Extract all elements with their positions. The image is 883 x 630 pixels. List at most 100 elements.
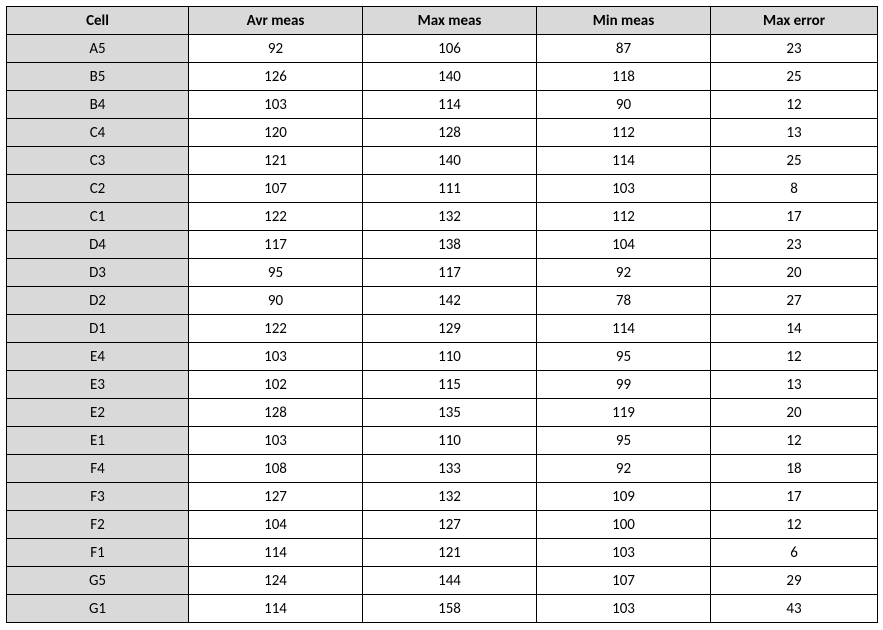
- cell-value: 132: [363, 203, 537, 231]
- cell-value: 104: [189, 511, 363, 539]
- cell-value: 127: [189, 483, 363, 511]
- cell-value: 119: [537, 399, 711, 427]
- cell-value: 127: [363, 511, 537, 539]
- cell-value: 92: [189, 35, 363, 63]
- cell-value: 118: [537, 63, 711, 91]
- cell-value: 104: [537, 231, 711, 259]
- col-header-avr-meas: Avr meas: [189, 7, 363, 35]
- cell-value: 103: [189, 91, 363, 119]
- row-label: F4: [7, 455, 189, 483]
- table-row: F210412710012: [7, 511, 878, 539]
- cell-value: 95: [537, 427, 711, 455]
- cell-value: 129: [363, 315, 537, 343]
- cell-value: 95: [189, 259, 363, 287]
- table-row: D112212911414: [7, 315, 878, 343]
- cell-value: 20: [711, 399, 878, 427]
- cell-value: 43: [711, 595, 878, 623]
- table-row: F11141211036: [7, 539, 878, 567]
- cell-value: 132: [363, 483, 537, 511]
- cell-value: 122: [189, 203, 363, 231]
- row-label: E4: [7, 343, 189, 371]
- cell-value: 122: [189, 315, 363, 343]
- cell-value: 117: [363, 259, 537, 287]
- table-row: B512614011825: [7, 63, 878, 91]
- cell-value: 121: [189, 147, 363, 175]
- table-row: E31021159913: [7, 371, 878, 399]
- row-label: F1: [7, 539, 189, 567]
- cell-value: 20: [711, 259, 878, 287]
- row-label: B5: [7, 63, 189, 91]
- row-label: F3: [7, 483, 189, 511]
- cell-value: 12: [711, 427, 878, 455]
- table-body: A5921068723 B512614011825 B41031149012 C…: [7, 35, 878, 623]
- cell-value: 140: [363, 147, 537, 175]
- cell-value: 110: [363, 427, 537, 455]
- cell-value: 92: [537, 455, 711, 483]
- table-row: A5921068723: [7, 35, 878, 63]
- cell-value: 18: [711, 455, 878, 483]
- cell-value: 110: [363, 343, 537, 371]
- table-row: D3951179220: [7, 259, 878, 287]
- row-label: D1: [7, 315, 189, 343]
- cell-value: 114: [537, 315, 711, 343]
- cell-value: 133: [363, 455, 537, 483]
- row-label: E1: [7, 427, 189, 455]
- table-row: E41031109512: [7, 343, 878, 371]
- table-row: G512414410729: [7, 567, 878, 595]
- cell-value: 90: [537, 91, 711, 119]
- cell-value: 103: [189, 343, 363, 371]
- cell-value: 13: [711, 119, 878, 147]
- cell-value: 12: [711, 511, 878, 539]
- col-header-min-meas: Min meas: [537, 7, 711, 35]
- row-label: C3: [7, 147, 189, 175]
- cell-value: 29: [711, 567, 878, 595]
- cell-value: 23: [711, 231, 878, 259]
- table-row: D2901427827: [7, 287, 878, 315]
- table-row: C312114011425: [7, 147, 878, 175]
- cell-value: 121: [363, 539, 537, 567]
- cell-value: 144: [363, 567, 537, 595]
- cell-value: 99: [537, 371, 711, 399]
- cell-value: 8: [711, 175, 878, 203]
- cell-value: 114: [189, 539, 363, 567]
- table-row: B41031149012: [7, 91, 878, 119]
- col-header-max-meas: Max meas: [363, 7, 537, 35]
- cell-value: 103: [537, 595, 711, 623]
- table-row: C112213211217: [7, 203, 878, 231]
- cell-value: 90: [189, 287, 363, 315]
- cell-value: 87: [537, 35, 711, 63]
- cell-value: 100: [537, 511, 711, 539]
- row-label: D3: [7, 259, 189, 287]
- row-label: E2: [7, 399, 189, 427]
- cell-value: 126: [189, 63, 363, 91]
- cell-value: 17: [711, 483, 878, 511]
- cell-value: 142: [363, 287, 537, 315]
- cell-value: 128: [189, 399, 363, 427]
- table-row: F41081339218: [7, 455, 878, 483]
- cell-value: 27: [711, 287, 878, 315]
- cell-value: 92: [537, 259, 711, 287]
- row-label: C1: [7, 203, 189, 231]
- cell-value: 112: [537, 119, 711, 147]
- cell-value: 102: [189, 371, 363, 399]
- table-row: C412012811213: [7, 119, 878, 147]
- cell-value: 109: [537, 483, 711, 511]
- row-label: B4: [7, 91, 189, 119]
- cell-value: 140: [363, 63, 537, 91]
- cell-value: 138: [363, 231, 537, 259]
- row-label: A5: [7, 35, 189, 63]
- cell-value: 114: [363, 91, 537, 119]
- table-row: E212813511920: [7, 399, 878, 427]
- cell-value: 108: [189, 455, 363, 483]
- cell-value: 103: [189, 427, 363, 455]
- cell-value: 78: [537, 287, 711, 315]
- row-label: G5: [7, 567, 189, 595]
- row-label: E3: [7, 371, 189, 399]
- cell-value: 115: [363, 371, 537, 399]
- cell-value: 107: [537, 567, 711, 595]
- row-label: G1: [7, 595, 189, 623]
- cell-value: 107: [189, 175, 363, 203]
- cell-value: 135: [363, 399, 537, 427]
- cell-value: 106: [363, 35, 537, 63]
- cell-value: 111: [363, 175, 537, 203]
